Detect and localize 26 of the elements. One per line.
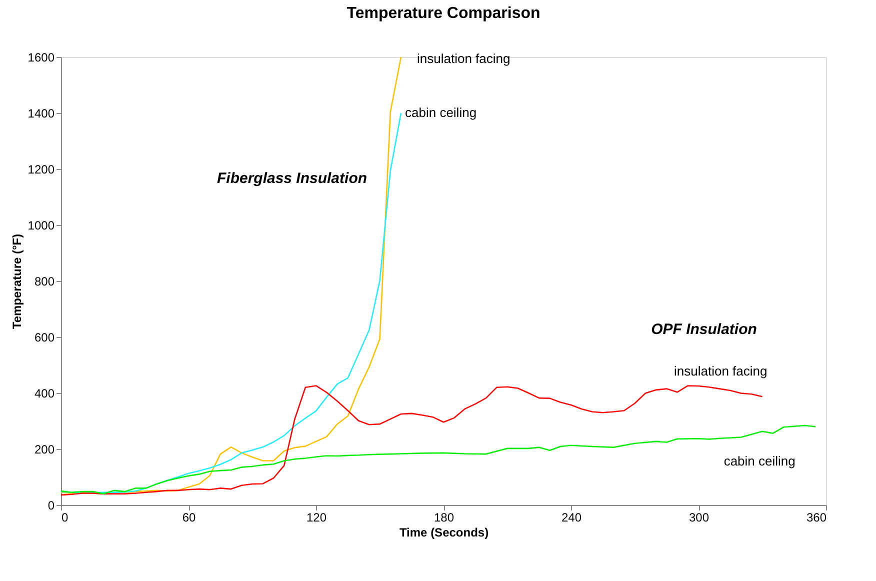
x-tick-label: 120: [306, 510, 327, 524]
x-tick-label: 300: [688, 510, 710, 524]
y-tick-label: 1600: [28, 50, 55, 64]
x-tick-label: 360: [806, 510, 827, 524]
y-tick-label: 1000: [28, 218, 55, 232]
y-tick-label: 1400: [28, 106, 55, 120]
y-tick-label: 400: [34, 386, 55, 400]
series-label: insulation facing: [674, 364, 768, 379]
series-label: cabin ceiling: [405, 105, 477, 120]
line-series: [60, 424, 816, 494]
x-tick-label: 180: [434, 510, 454, 524]
x-tick-label: 0: [62, 510, 68, 524]
y-tick-label: 200: [34, 442, 55, 456]
chart-title: Temperature Comparison: [346, 5, 540, 22]
x-axis-title: Time (Seconds): [399, 526, 489, 540]
x-tick-label: 60: [182, 510, 196, 524]
y-tick-label: 1200: [28, 162, 55, 176]
series-label: cabin ceiling: [724, 454, 796, 469]
y-tick-label: 800: [34, 274, 55, 288]
y-tick-label: 0: [48, 498, 55, 512]
y-axis-title: Temperature (°F): [10, 234, 24, 330]
x-tick-label: 240: [561, 510, 582, 524]
series-label: insulation facing: [417, 51, 510, 66]
y-tick-label: 600: [34, 330, 55, 344]
annotation: Fiberglass Insulation: [216, 170, 368, 187]
annotation: OPF Insulation: [651, 321, 757, 338]
